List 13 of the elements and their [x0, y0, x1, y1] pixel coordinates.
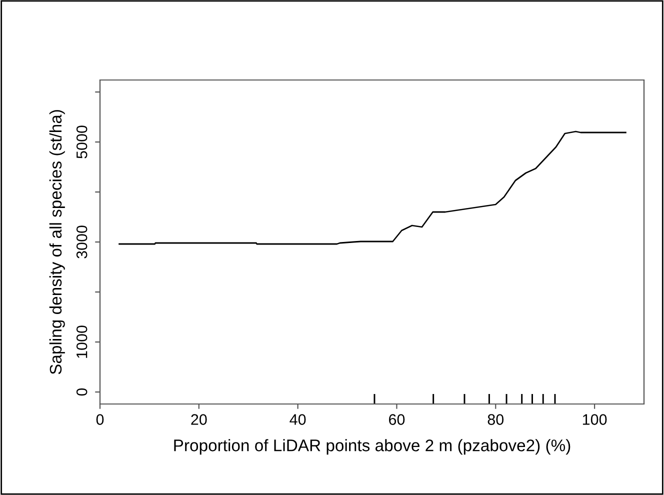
x-tick-label: 60 — [389, 414, 405, 425]
y-tick-label: 3000 — [76, 226, 88, 258]
x-tick-label: 100 — [582, 414, 607, 425]
y-axis-title: Sapling density of all species (st/ha) — [49, 110, 65, 374]
line-series — [118, 130, 626, 245]
y-tick-label: 5000 — [76, 126, 88, 158]
y-tick-label: 1000 — [76, 326, 88, 358]
x-tick-label: 80 — [488, 414, 504, 425]
x-axis-title: Proportion of LiDAR points above 2 m (pzabove2) (%) — [174, 439, 570, 455]
y-tick-label: 0 — [76, 388, 88, 396]
x-tick-label: 0 — [96, 414, 104, 425]
x-tick-label: 40 — [290, 414, 306, 425]
x-tick-label: 20 — [191, 414, 207, 425]
